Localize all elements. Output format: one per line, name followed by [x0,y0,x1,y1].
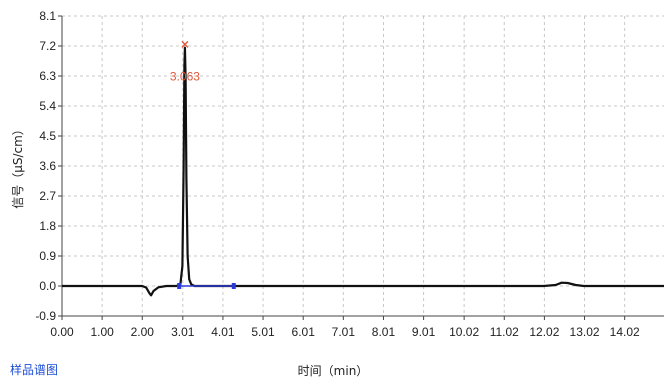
baseline-marker [177,283,182,289]
y-tick-label: 1.8 [39,219,56,233]
y-tick-label: 5.4 [39,99,56,113]
y-tick-label: 0.9 [39,249,56,263]
axes [58,15,664,320]
y-tick-label: 2.7 [39,189,56,203]
y-tick-label: 3.6 [39,159,56,173]
x-tick-label: 9.01 [412,325,436,339]
x-tick-label: 5.01 [251,325,275,339]
y-tick-label: 4.5 [39,129,56,143]
x-tick-label: 3.01 [171,325,195,339]
y-tick-label: -0.9 [35,309,56,323]
x-tick-labels: 0.00 1.00 2.00 3.01 4.01 5.01 6.01 7.01 8.01 9.01… [50,325,640,339]
x-tick-label: 1.00 [90,325,114,339]
x-tick-label: 0.00 [50,325,74,339]
grid [61,15,664,317]
y-tick-label: 0.0 [39,279,56,293]
y-tick-labels: 8.1 7.2 6.3 5.4 4.5 3.6 2.7 1.8 0.9 0.0 -0.9 [35,9,56,323]
y-tick-label: 8.1 [39,9,56,23]
x-tick-label: 6.01 [292,325,316,339]
y-tick-label: 6.3 [39,69,56,83]
integration-baseline-layer [177,283,236,289]
x-tick-label: 13.02 [570,325,600,339]
peak-annotations: 3.063 [170,40,200,83]
x-tick-label: 4.01 [211,325,235,339]
x-tick-label: 11.02 [490,325,519,339]
x-tick-label: 10.02 [449,325,479,339]
x-tick-label: 8.01 [372,325,396,339]
signal-trace [62,46,664,297]
x-tick-label: 14.02 [610,325,640,339]
y-axis-title: 信号（μS/cm） [11,123,25,209]
peak-label: 3.063 [170,69,200,83]
baseline-marker [231,283,236,289]
x-axis-title: 时间（min） [298,364,369,378]
x-tick-label: 12.02 [529,325,559,339]
x-tick-label: 2.00 [131,325,155,339]
x-tick-label: 7.01 [332,325,356,339]
y-tick-label: 7.2 [39,39,56,53]
series-layer [62,46,664,297]
sample-chromatogram-tab[interactable]: 样品谱图 [10,363,59,377]
peak-marker [181,40,189,48]
